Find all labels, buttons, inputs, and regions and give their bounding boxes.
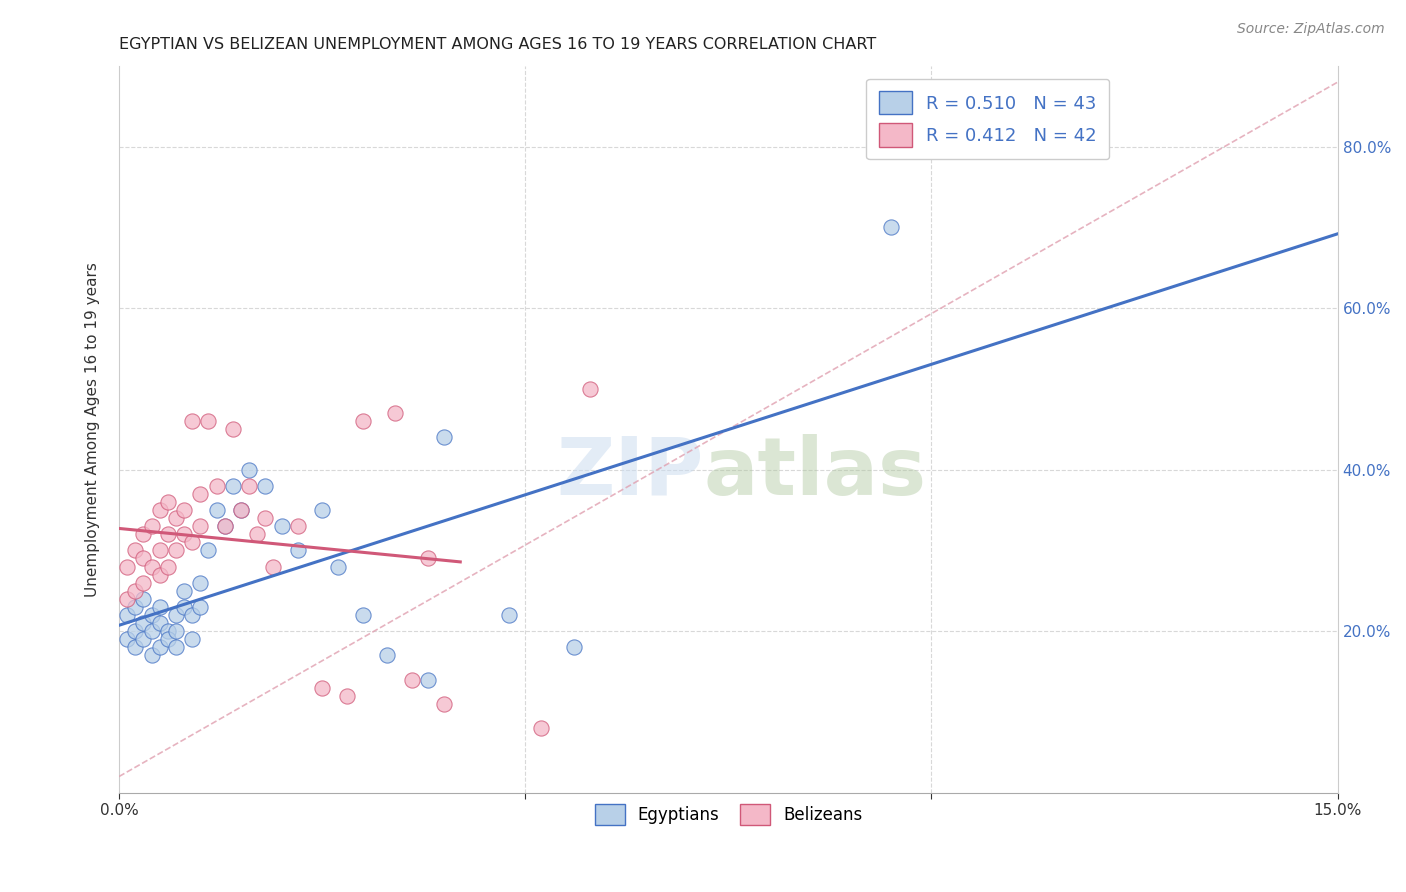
Point xyxy=(205,479,228,493)
Point xyxy=(156,559,179,574)
Point xyxy=(132,551,155,566)
Point xyxy=(165,624,187,639)
Point xyxy=(262,559,284,574)
Text: ZIP: ZIP xyxy=(557,434,704,512)
Point xyxy=(197,414,219,428)
Y-axis label: Unemployment Among Ages 16 to 19 years: Unemployment Among Ages 16 to 19 years xyxy=(86,262,100,597)
Point xyxy=(165,543,187,558)
Point xyxy=(173,503,195,517)
Point xyxy=(222,422,245,436)
Point xyxy=(149,567,172,582)
Point xyxy=(141,559,163,574)
Point xyxy=(124,583,146,598)
Point xyxy=(238,463,260,477)
Point xyxy=(141,624,163,639)
Point xyxy=(433,430,456,444)
Text: Source: ZipAtlas.com: Source: ZipAtlas.com xyxy=(1237,22,1385,37)
Point xyxy=(115,559,138,574)
Point xyxy=(416,551,439,566)
Point xyxy=(579,382,602,396)
Point xyxy=(880,220,903,235)
Point xyxy=(352,414,374,428)
Point xyxy=(401,673,423,687)
Point xyxy=(311,681,333,695)
Point xyxy=(384,406,406,420)
Point xyxy=(530,721,553,735)
Point xyxy=(165,640,187,655)
Text: EGYPTIAN VS BELIZEAN UNEMPLOYMENT AMONG AGES 16 TO 19 YEARS CORRELATION CHART: EGYPTIAN VS BELIZEAN UNEMPLOYMENT AMONG … xyxy=(120,37,876,53)
Point xyxy=(124,543,146,558)
Point xyxy=(173,599,195,614)
Point xyxy=(498,607,520,622)
Point xyxy=(141,607,163,622)
Point xyxy=(165,511,187,525)
Point xyxy=(287,519,309,533)
Point xyxy=(222,479,245,493)
Point xyxy=(188,599,211,614)
Point xyxy=(328,559,350,574)
Point xyxy=(132,575,155,590)
Point xyxy=(132,527,155,541)
Point xyxy=(156,632,179,647)
Point xyxy=(188,487,211,501)
Point xyxy=(132,591,155,606)
Point xyxy=(254,479,277,493)
Point xyxy=(335,689,357,703)
Point xyxy=(124,640,146,655)
Point xyxy=(270,519,292,533)
Point xyxy=(287,543,309,558)
Point xyxy=(238,479,260,493)
Point xyxy=(156,527,179,541)
Point xyxy=(229,503,252,517)
Point xyxy=(115,591,138,606)
Point xyxy=(562,640,585,655)
Point xyxy=(205,503,228,517)
Point xyxy=(214,519,236,533)
Point xyxy=(132,616,155,631)
Point xyxy=(115,607,138,622)
Point xyxy=(149,543,172,558)
Point xyxy=(124,624,146,639)
Point xyxy=(375,648,398,663)
Text: atlas: atlas xyxy=(704,434,927,512)
Point xyxy=(149,640,172,655)
Point xyxy=(173,583,195,598)
Point xyxy=(181,607,204,622)
Point xyxy=(149,616,172,631)
Point xyxy=(181,414,204,428)
Point xyxy=(188,575,211,590)
Point xyxy=(141,648,163,663)
Point xyxy=(433,697,456,711)
Point xyxy=(229,503,252,517)
Point xyxy=(352,607,374,622)
Point xyxy=(156,495,179,509)
Point xyxy=(165,607,187,622)
Point xyxy=(188,519,211,533)
Point xyxy=(141,519,163,533)
Point xyxy=(181,535,204,549)
Point xyxy=(214,519,236,533)
Point xyxy=(246,527,269,541)
Point xyxy=(197,543,219,558)
Point xyxy=(115,632,138,647)
Point xyxy=(149,503,172,517)
Point xyxy=(132,632,155,647)
Point xyxy=(311,503,333,517)
Point xyxy=(149,599,172,614)
Point xyxy=(254,511,277,525)
Point xyxy=(416,673,439,687)
Point xyxy=(156,624,179,639)
Point xyxy=(181,632,204,647)
Point xyxy=(124,599,146,614)
Legend: Egyptians, Belizeans: Egyptians, Belizeans xyxy=(585,794,872,835)
Point xyxy=(173,527,195,541)
